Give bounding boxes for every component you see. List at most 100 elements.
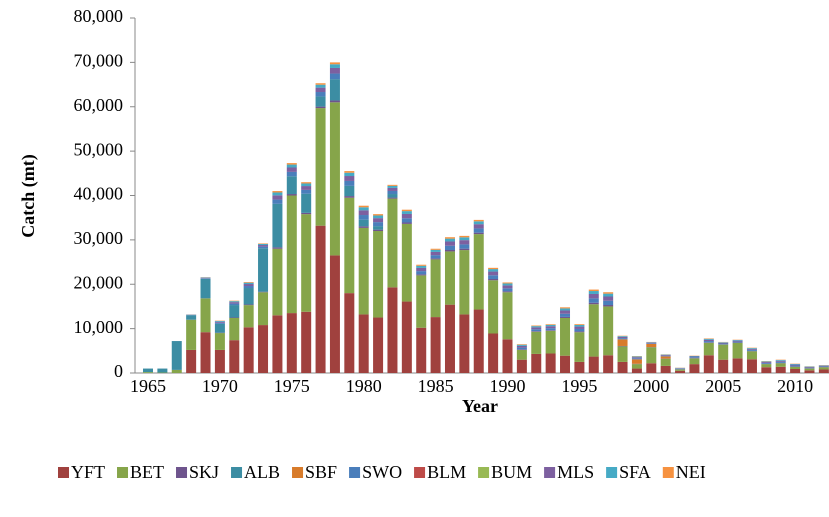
bar-segment [444, 237, 455, 239]
bar-segment [373, 222, 384, 227]
bar-segment [430, 259, 441, 318]
legend-label: ALB [244, 462, 280, 482]
bar-segment [373, 214, 384, 216]
bar-segment [574, 332, 585, 362]
bar-segment [243, 282, 254, 283]
bar-segment [286, 176, 297, 195]
bar-segment [430, 248, 441, 250]
bar-segment [560, 308, 571, 311]
bar-segment [315, 87, 326, 93]
bar-segment [574, 324, 585, 327]
bar-segment [560, 355, 571, 373]
bar-segment [243, 327, 254, 373]
bar-segment [358, 219, 369, 227]
bar-segment [617, 346, 628, 362]
bar-segment [660, 356, 671, 359]
bar-segment [272, 192, 283, 196]
legend-label: SFA [619, 462, 651, 482]
bar-segment [401, 209, 412, 212]
bar-segment [430, 255, 441, 259]
bar-segment [718, 343, 729, 345]
bar-segment [286, 194, 297, 196]
bar-segment [761, 362, 772, 364]
bar-segment [675, 368, 686, 369]
bar-segment [603, 306, 614, 356]
bar-segment [617, 339, 628, 346]
bar-segment [358, 226, 369, 228]
bar-segment [430, 251, 441, 256]
bar-segment [315, 84, 326, 88]
bar-segment [315, 96, 326, 107]
bar-segment [603, 296, 614, 301]
bar-segment [416, 271, 427, 275]
bar-segment [272, 195, 283, 200]
bar-segment [401, 301, 412, 373]
bar-segment [243, 286, 254, 289]
x-tick-label: 1965 [130, 376, 166, 396]
bar-segment [258, 243, 269, 246]
bar-segment [516, 349, 527, 350]
bar-segment [315, 108, 326, 226]
bar-segment [387, 194, 398, 198]
bar-segment [344, 180, 355, 186]
bar-segment [488, 333, 499, 373]
bar-segment [804, 370, 815, 373]
x-tick-label: 1990 [490, 376, 526, 396]
bar-segment [315, 83, 326, 85]
bar-segment [531, 331, 542, 354]
bar-segment [243, 284, 254, 287]
bar-segment [258, 292, 269, 326]
y-tick-label: 50,000 [74, 139, 124, 159]
bar-segment [186, 319, 197, 350]
bar-segment [444, 251, 455, 305]
bar-segment [531, 329, 542, 332]
bar-segment [574, 324, 585, 325]
bar-segment [416, 275, 427, 328]
bar-segment [473, 309, 484, 373]
bar-segment [286, 313, 297, 373]
bar-segment [200, 277, 211, 279]
bar-segment [315, 92, 326, 97]
bar-segment [243, 288, 254, 305]
bar-segment [416, 264, 427, 266]
bar-segment [329, 79, 340, 101]
bar-segment [660, 355, 671, 356]
bar-segment [143, 372, 153, 373]
bar-segment [804, 367, 815, 368]
bar-segment [258, 291, 269, 293]
bar-segment [214, 333, 225, 350]
x-tick-label: 1970 [202, 376, 238, 396]
bar-segment [631, 356, 642, 358]
bar-segment [401, 222, 412, 224]
bar-segment [214, 320, 225, 322]
bar-segment [459, 244, 470, 249]
y-tick-label: 10,000 [74, 317, 124, 337]
bar-segment [329, 64, 340, 68]
bar-segment [272, 191, 283, 193]
x-tick-label: 2005 [705, 376, 741, 396]
bar-segment [387, 197, 398, 199]
legend-swatch [606, 467, 618, 478]
bar-segment [488, 279, 499, 281]
legend-swatch [231, 467, 243, 478]
bar-segment [444, 241, 455, 246]
bar-segment [473, 224, 484, 229]
bar-segment [660, 355, 671, 357]
bar-segment [646, 347, 657, 364]
bar-segment [214, 323, 225, 333]
bar-segment [718, 342, 729, 344]
bar-segment [344, 293, 355, 373]
bar-segment [574, 328, 585, 332]
bar-segment [315, 225, 326, 373]
bar-segment [301, 193, 312, 213]
bar-segment [588, 289, 599, 292]
bar-segment [804, 367, 815, 369]
bar-segment [603, 293, 614, 297]
bar-segment [775, 361, 786, 363]
bar-segment [804, 368, 815, 371]
bar-segment [660, 365, 671, 373]
bar-segment [646, 343, 657, 348]
legend-label: MLS [557, 462, 594, 482]
bar-segment [200, 278, 211, 299]
